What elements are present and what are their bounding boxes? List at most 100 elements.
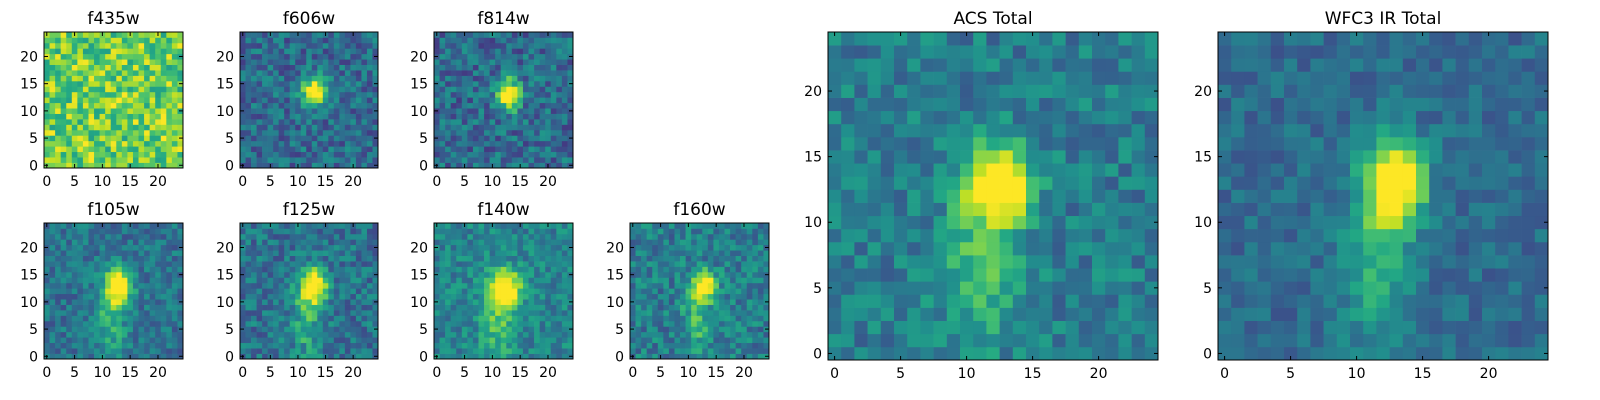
heatmap-cell: [144, 86, 150, 93]
heatmap-cell: [757, 337, 764, 344]
heatmap-cell: [344, 53, 351, 60]
heatmap-cell: [273, 337, 279, 344]
heatmap-cell: [439, 48, 446, 55]
y-tick-label: 10: [20, 295, 38, 311]
heatmap-cell: [300, 42, 307, 49]
heatmap-cell: [344, 119, 351, 125]
heatmap-cell: [166, 86, 173, 93]
heatmap-cell: [713, 271, 720, 278]
heatmap-cell: [121, 97, 128, 104]
heatmap-cell: [668, 250, 675, 256]
heatmap-cell: [55, 129, 62, 136]
heatmap-cell: [763, 315, 770, 322]
heatmap-cell: [680, 320, 686, 327]
heatmap-cell: [511, 310, 518, 316]
heatmap-cell: [289, 70, 296, 76]
heatmap-cell: [534, 146, 540, 153]
heatmap-cell: [138, 53, 145, 60]
heatmap-cell: [240, 331, 246, 338]
heatmap-cell: [295, 326, 302, 333]
heatmap-cell: [439, 233, 446, 240]
heatmap-cell: [300, 326, 307, 333]
heatmap-cell: [44, 86, 50, 93]
heatmap-cell: [528, 261, 535, 267]
heatmap-cell: [300, 53, 307, 60]
heatmap-cell: [461, 42, 468, 49]
heatmap-cell: [350, 288, 357, 295]
heatmap-cell: [1105, 163, 1119, 177]
heatmap-cell: [350, 113, 357, 120]
heatmap-cell: [1131, 320, 1146, 335]
heatmap-cell: [240, 250, 246, 256]
heatmap-cell: [155, 140, 162, 147]
heatmap-cell: [171, 228, 178, 235]
heatmap-cell: [561, 135, 568, 142]
heatmap-cell: [545, 59, 552, 65]
heatmap-cell: [99, 348, 106, 354]
x-tick-label: 0: [432, 174, 441, 190]
heatmap-cell: [60, 70, 67, 76]
heatmap-cell: [372, 250, 379, 256]
heatmap-cell: [539, 255, 546, 262]
heatmap-cell: [256, 151, 263, 158]
y-tick-label: 20: [216, 49, 234, 65]
heatmap-cell: [144, 255, 150, 262]
heatmap-cell: [517, 337, 524, 344]
heatmap-cell: [372, 48, 379, 55]
heatmap-cell: [328, 331, 335, 338]
heatmap-cell: [534, 255, 540, 262]
heatmap-cell: [322, 255, 329, 262]
heatmap-cell: [289, 320, 296, 327]
heatmap-cell: [144, 277, 150, 284]
heatmap-cell: [500, 108, 507, 114]
heatmap-cell: [652, 255, 659, 262]
heatmap-cell: [528, 80, 535, 87]
heatmap-cell: [445, 310, 452, 316]
heatmap-cell: [445, 261, 452, 267]
heatmap-cell: [539, 250, 546, 256]
heatmap-cell: [528, 320, 535, 327]
heatmap-cell: [116, 233, 123, 240]
heatmap-cell: [567, 119, 574, 125]
heatmap-cell: [144, 326, 150, 333]
heatmap-cell: [99, 157, 106, 163]
heatmap-cell: [685, 293, 692, 300]
heatmap-cell: [60, 124, 67, 131]
heatmap-cell: [60, 250, 67, 256]
heatmap-cell: [127, 320, 134, 327]
heatmap-cell: [66, 271, 73, 278]
heatmap-cells: [434, 223, 574, 360]
heatmap-cell: [556, 53, 563, 60]
heatmap-cell: [60, 135, 67, 142]
heatmap-cell: [691, 250, 698, 256]
heatmap-cell: [138, 239, 145, 246]
heatmap-cell: [372, 42, 379, 49]
heatmap-cell: [55, 135, 62, 142]
heatmap-cell: [556, 48, 563, 55]
heatmap-cell: [240, 124, 246, 131]
heatmap-cell: [132, 310, 139, 316]
heatmap-cell: [306, 108, 313, 114]
x-tick-label: 5: [70, 174, 79, 190]
heatmap-cell: [171, 326, 178, 333]
heatmap-cell: [366, 299, 373, 305]
heatmap-cell: [511, 32, 518, 38]
heatmap-cell: [121, 223, 128, 229]
heatmap-cell: [262, 119, 268, 125]
heatmap-cell: [273, 288, 279, 295]
heatmap-cell: [741, 239, 748, 246]
heatmap-cell: [306, 140, 313, 147]
heatmap-cell: [707, 299, 714, 305]
heatmap-cell: [256, 326, 263, 333]
heatmap-cell: [339, 271, 346, 278]
heatmap-cell: [735, 337, 742, 344]
heatmap-cell: [94, 157, 100, 163]
heatmap-cell: [718, 282, 725, 289]
heatmap-cell: [539, 277, 546, 284]
heatmap-cell: [1118, 294, 1132, 308]
heatmap-cell: [657, 342, 664, 349]
heatmap-cell: [450, 315, 457, 322]
heatmap-cell: [361, 233, 368, 240]
heatmap-cell: [144, 64, 150, 71]
heatmap-cell: [550, 162, 557, 169]
